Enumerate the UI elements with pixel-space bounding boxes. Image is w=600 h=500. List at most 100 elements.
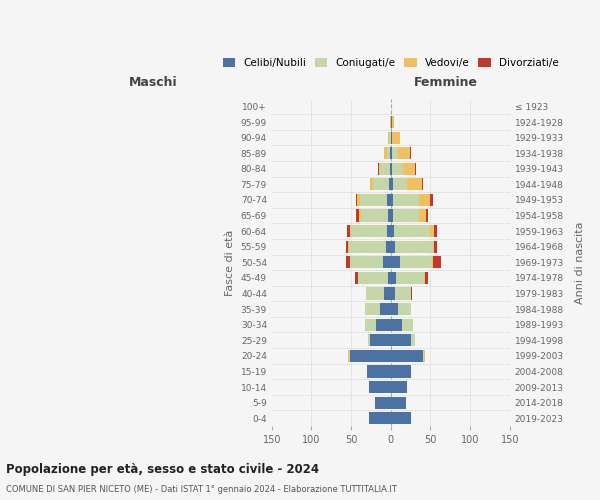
Bar [391,381,407,393]
Bar [430,194,433,206]
Bar [425,272,428,284]
Bar [351,225,387,237]
Bar [392,162,403,175]
Bar [350,225,351,237]
Bar [346,256,350,268]
Bar [375,396,391,408]
Bar [383,147,387,160]
Bar [427,210,428,222]
Bar [356,210,359,222]
Bar [358,194,360,206]
Bar [391,396,406,408]
Bar [434,240,437,253]
Bar [391,147,392,160]
Text: Popolazione per età, sesso e stato civile - 2024: Popolazione per età, sesso e stato civil… [6,462,319,475]
Bar [370,178,373,190]
Bar [402,318,413,330]
Bar [386,240,391,253]
Bar [366,288,385,300]
Bar [391,116,392,128]
Bar [391,194,393,206]
Bar [387,225,391,237]
Bar [379,162,380,175]
Bar [388,132,389,143]
Bar [387,147,390,160]
Bar [391,350,422,362]
Bar [365,318,376,330]
Bar [395,288,410,300]
Text: Femmine: Femmine [413,76,478,89]
Bar [433,240,434,253]
Bar [403,162,415,175]
Bar [360,194,387,206]
Bar [376,318,391,330]
Bar [350,350,391,362]
Bar [415,162,416,175]
Bar [350,256,383,268]
Bar [348,240,349,253]
Bar [391,240,395,253]
Bar [392,132,400,143]
Bar [373,178,389,190]
Bar [398,303,410,315]
Bar [394,225,430,237]
Bar [390,162,391,175]
Bar [359,210,361,222]
Bar [400,256,432,268]
Bar [348,350,349,362]
Bar [347,225,350,237]
Bar [433,256,441,268]
Bar [392,116,394,128]
Y-axis label: Anni di nascita: Anni di nascita [575,221,585,304]
Bar [370,381,391,393]
Bar [393,194,419,206]
Bar [398,147,410,160]
Bar [367,366,391,378]
Bar [365,303,380,315]
Bar [393,210,419,222]
Bar [412,334,415,346]
Bar [380,303,391,315]
Bar [383,256,391,268]
Bar [370,412,391,424]
Bar [422,350,424,362]
Bar [432,256,433,268]
Bar [391,412,412,424]
Bar [349,350,350,362]
Text: Maschi: Maschi [128,76,177,89]
Bar [378,162,379,175]
Bar [389,132,391,143]
Bar [395,240,433,253]
Bar [419,210,427,222]
Bar [410,288,412,300]
Bar [346,240,348,253]
Bar [424,350,425,362]
Bar [391,334,412,346]
Bar [393,178,407,190]
Bar [391,318,402,330]
Bar [387,194,391,206]
Bar [391,225,394,237]
Bar [391,132,392,143]
Bar [370,334,391,346]
Bar [395,272,424,284]
Bar [358,272,388,284]
Bar [388,210,391,222]
Bar [356,194,358,206]
Bar [388,272,391,284]
Bar [390,147,391,160]
Bar [389,178,391,190]
Bar [407,178,422,190]
Bar [380,162,390,175]
Bar [391,288,395,300]
Bar [391,178,393,190]
Bar [355,272,358,284]
Bar [361,210,388,222]
Text: COMUNE DI SAN PIER NICETO (ME) - Dati ISTAT 1° gennaio 2024 - Elaborazione TUTTI: COMUNE DI SAN PIER NICETO (ME) - Dati IS… [6,486,397,494]
Bar [424,272,425,284]
Y-axis label: Fasce di età: Fasce di età [225,229,235,296]
Bar [430,225,434,237]
Bar [391,366,412,378]
Bar [391,210,393,222]
Bar [391,256,400,268]
